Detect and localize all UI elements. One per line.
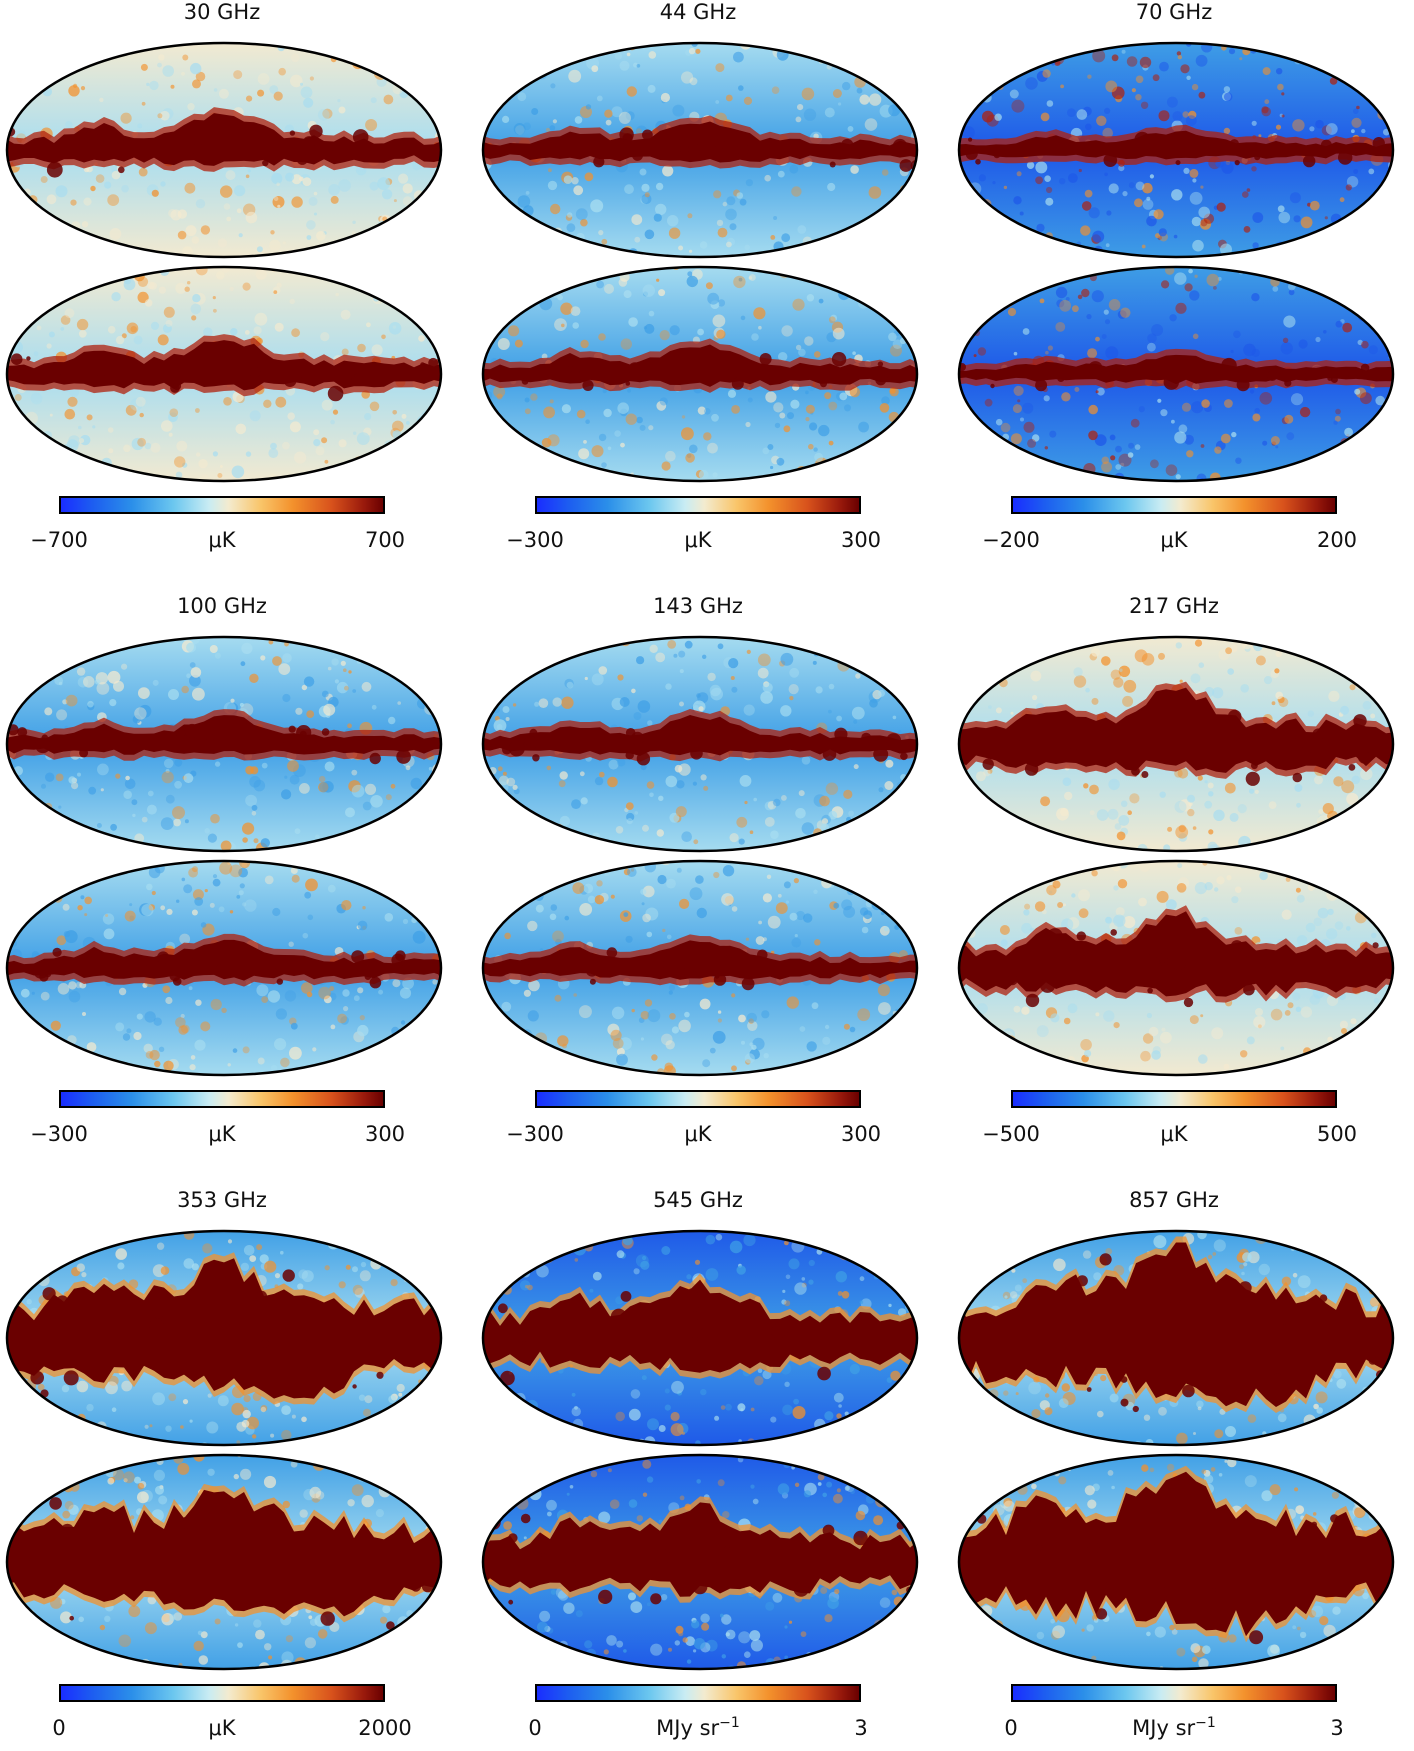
colorbar-max: 500 [1316, 1122, 1358, 1146]
frequency-title: 353 GHz [177, 1188, 267, 1212]
colorbar-max: 700 [364, 528, 406, 552]
frequency-title: 70 GHz [1135, 0, 1213, 24]
colorbar [1011, 1090, 1337, 1108]
colorbar [535, 1684, 861, 1702]
sky-map-lower [957, 265, 1395, 483]
colorbar-max: 2000 [358, 1716, 412, 1740]
frequency-title: 857 GHz [1129, 1188, 1219, 1212]
sky-map-upper [481, 635, 919, 853]
sky-map-upper [957, 1229, 1395, 1447]
frequency-title: 44 GHz [659, 0, 737, 24]
frequency-title: 100 GHz [177, 594, 267, 618]
colorbar [1011, 1684, 1337, 1702]
sky-map-lower [481, 265, 919, 483]
sky-map-upper [5, 635, 443, 853]
colorbar-unit: μK [684, 528, 712, 552]
colorbar-max: 3 [1330, 1716, 1344, 1740]
colorbar [59, 496, 385, 514]
colorbar-max: 300 [840, 1122, 882, 1146]
colorbar-max: 3 [854, 1716, 868, 1740]
frequency-title: 545 GHz [653, 1188, 743, 1212]
frequency-title: 217 GHz [1129, 594, 1219, 618]
colorbar-min: −700 [30, 528, 88, 552]
colorbar-max: 300 [840, 528, 882, 552]
frequency-title: 30 GHz [183, 0, 261, 24]
colorbar-unit: μK [684, 1122, 712, 1146]
colorbar-min: −300 [30, 1122, 88, 1146]
sky-map-upper [5, 41, 443, 259]
colorbar-unit: MJy sr−1 [656, 1715, 740, 1740]
colorbar-min: −200 [982, 528, 1040, 552]
sky-map-lower [481, 859, 919, 1077]
colorbar-unit: μK [1160, 528, 1188, 552]
colorbar-min: 0 [1004, 1716, 1018, 1740]
sky-map-upper [5, 1229, 443, 1447]
colorbar-min: 0 [528, 1716, 542, 1740]
frequency-title: 143 GHz [653, 594, 743, 618]
sky-map-upper [957, 41, 1395, 259]
colorbar-min: −300 [506, 528, 564, 552]
sky-map-lower [481, 1453, 919, 1671]
sky-map-lower [957, 859, 1395, 1077]
colorbar-min: −500 [982, 1122, 1040, 1146]
sky-map-lower [957, 1453, 1395, 1671]
colorbar-unit: MJy sr−1 [1132, 1715, 1216, 1740]
colorbar-min: 0 [52, 1716, 66, 1740]
sky-map-lower [5, 1453, 443, 1671]
colorbar-unit: μK [1160, 1122, 1188, 1146]
colorbar [1011, 496, 1337, 514]
colorbar-unit: μK [208, 528, 236, 552]
colorbar [59, 1090, 385, 1108]
colorbar-unit: μK [208, 1122, 236, 1146]
colorbar [535, 1090, 861, 1108]
colorbar-unit: μK [208, 1716, 236, 1740]
sky-map-upper [481, 41, 919, 259]
colorbar-max: 200 [1316, 528, 1358, 552]
colorbar [535, 496, 861, 514]
sky-map-lower [5, 859, 443, 1077]
colorbar-min: −300 [506, 1122, 564, 1146]
colorbar-max: 300 [364, 1122, 406, 1146]
sky-map-upper [481, 1229, 919, 1447]
sky-map-lower [5, 265, 443, 483]
sky-map-upper [957, 635, 1395, 853]
colorbar [59, 1684, 385, 1702]
